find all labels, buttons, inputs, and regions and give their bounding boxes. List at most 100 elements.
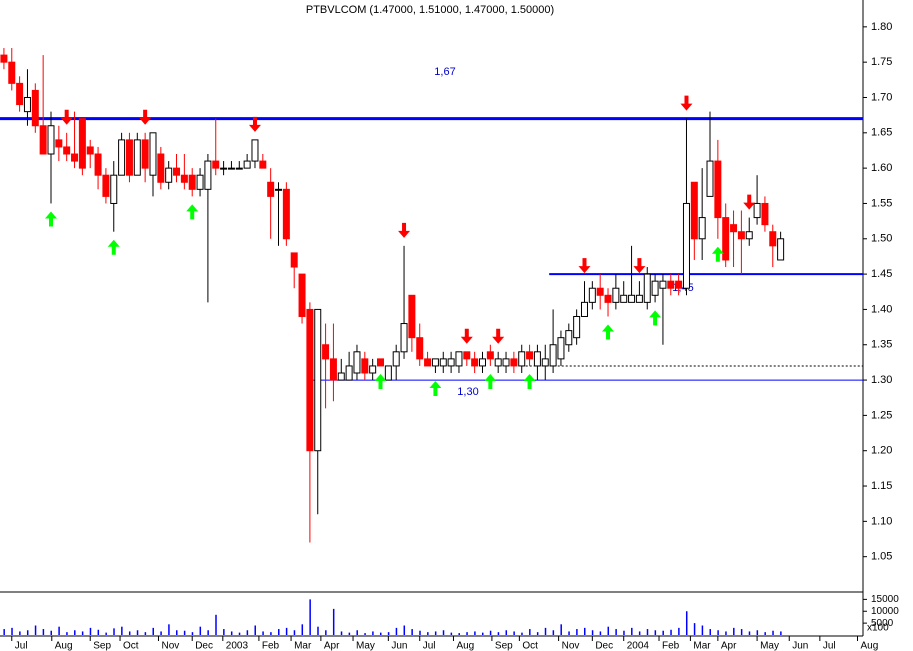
volume-bar [717, 630, 719, 635]
volume-bar [434, 631, 437, 635]
candle-body [416, 337, 424, 360]
candle-body [565, 330, 573, 346]
candle-body [439, 358, 447, 367]
volume-bar [215, 614, 217, 635]
candle-body [635, 294, 643, 303]
volume-bar [364, 633, 366, 635]
candle-body [314, 308, 322, 452]
x-tick-label: Aug [456, 641, 474, 651]
x-tick-label: Oct [522, 641, 538, 651]
volume-bar [442, 630, 445, 635]
candle-body [180, 174, 188, 183]
volume-bar [552, 630, 555, 635]
chart-title: PTBVLCOM (1.47000, 1.51000, 1.47000, 1.5… [306, 4, 554, 16]
candle-body [306, 308, 314, 452]
volume-tick-label: 10000 [871, 606, 899, 617]
volume-bar [285, 627, 288, 635]
buy-signal [107, 239, 120, 255]
candle-body [243, 160, 251, 169]
volume-bar [740, 629, 743, 635]
x-tick-label: Oct [123, 641, 139, 651]
candle-body [204, 160, 212, 190]
volume-bar [725, 631, 727, 635]
candle-body [322, 344, 330, 360]
candle-body [761, 202, 769, 226]
volume-bar [709, 629, 712, 635]
volume-bar [34, 625, 37, 635]
volume-bar [513, 631, 515, 635]
x-tick-label: Feb [262, 641, 280, 651]
volume-bar [458, 633, 460, 635]
buy-signal [602, 324, 615, 340]
volume-tick-label: 5000 [871, 618, 894, 629]
y-tick-label: 1.15 [871, 480, 892, 492]
sell-signal [139, 109, 152, 125]
candle-body [345, 365, 353, 381]
candle-body [463, 351, 471, 360]
x-tick-label: May [356, 641, 375, 651]
candle-body [39, 125, 47, 155]
x-tick-label: Dec [195, 641, 213, 651]
candle-body [604, 294, 612, 303]
candle-body [557, 337, 565, 360]
x-tick-label: Sep [93, 641, 111, 651]
volume-bar [223, 629, 225, 635]
volume-bar [191, 632, 194, 635]
sell-signal [398, 222, 411, 238]
x-tick-label: Jul [423, 641, 436, 651]
volume-bar [356, 630, 358, 635]
candle-body [377, 358, 385, 367]
candle-body [369, 365, 377, 374]
volume-bar [160, 631, 162, 635]
y-tick-label: 1.45 [871, 268, 892, 280]
candle-body [698, 217, 706, 240]
x-tick-label: Aug [861, 641, 879, 651]
volume-bar [26, 630, 29, 635]
volume-bar [670, 629, 672, 635]
x-tick-label: Dec [595, 641, 613, 651]
candle-body [573, 315, 581, 339]
buy-signal [186, 204, 199, 220]
candle-body [141, 139, 149, 169]
volume-bar [685, 611, 688, 635]
sell-signal [492, 328, 505, 344]
volume-bar [481, 632, 484, 635]
volume-bar [560, 624, 562, 635]
candle-body [777, 238, 785, 261]
y-tick-label: 1.80 [871, 21, 892, 33]
candle-body [290, 252, 298, 268]
candle-body [78, 118, 86, 169]
candle-body [533, 351, 541, 367]
level-label: 1,67 [434, 66, 455, 78]
volume-bar [403, 625, 406, 635]
buy-signal [649, 310, 662, 326]
y-tick-label: 1.35 [871, 339, 892, 351]
candle-body [188, 174, 196, 190]
volume-bar [780, 631, 782, 635]
volume-bar [121, 626, 123, 635]
volume-bar [50, 630, 52, 635]
volume-bar [497, 632, 500, 635]
volume-bar [42, 629, 45, 635]
volume-bar [230, 631, 233, 635]
candle-body [118, 139, 126, 176]
volume-bar [293, 630, 296, 635]
candle-body [149, 132, 157, 176]
volume-bar [317, 626, 319, 635]
volume-bar [207, 630, 209, 635]
volume-bar [66, 632, 68, 635]
sell-signal [248, 116, 261, 132]
volume-bar [89, 627, 92, 635]
candle-body [745, 231, 753, 240]
volume-bar [372, 631, 374, 635]
volume-bar [380, 632, 382, 635]
volume-tick-label: 15000 [871, 594, 899, 605]
x-tick-label: Jul [15, 641, 28, 651]
candle-body [580, 301, 588, 317]
buy-signal [44, 211, 57, 227]
candle-body [212, 160, 220, 169]
candle-body [518, 351, 526, 367]
volume-bar [615, 629, 617, 635]
volume-bar [168, 624, 170, 635]
